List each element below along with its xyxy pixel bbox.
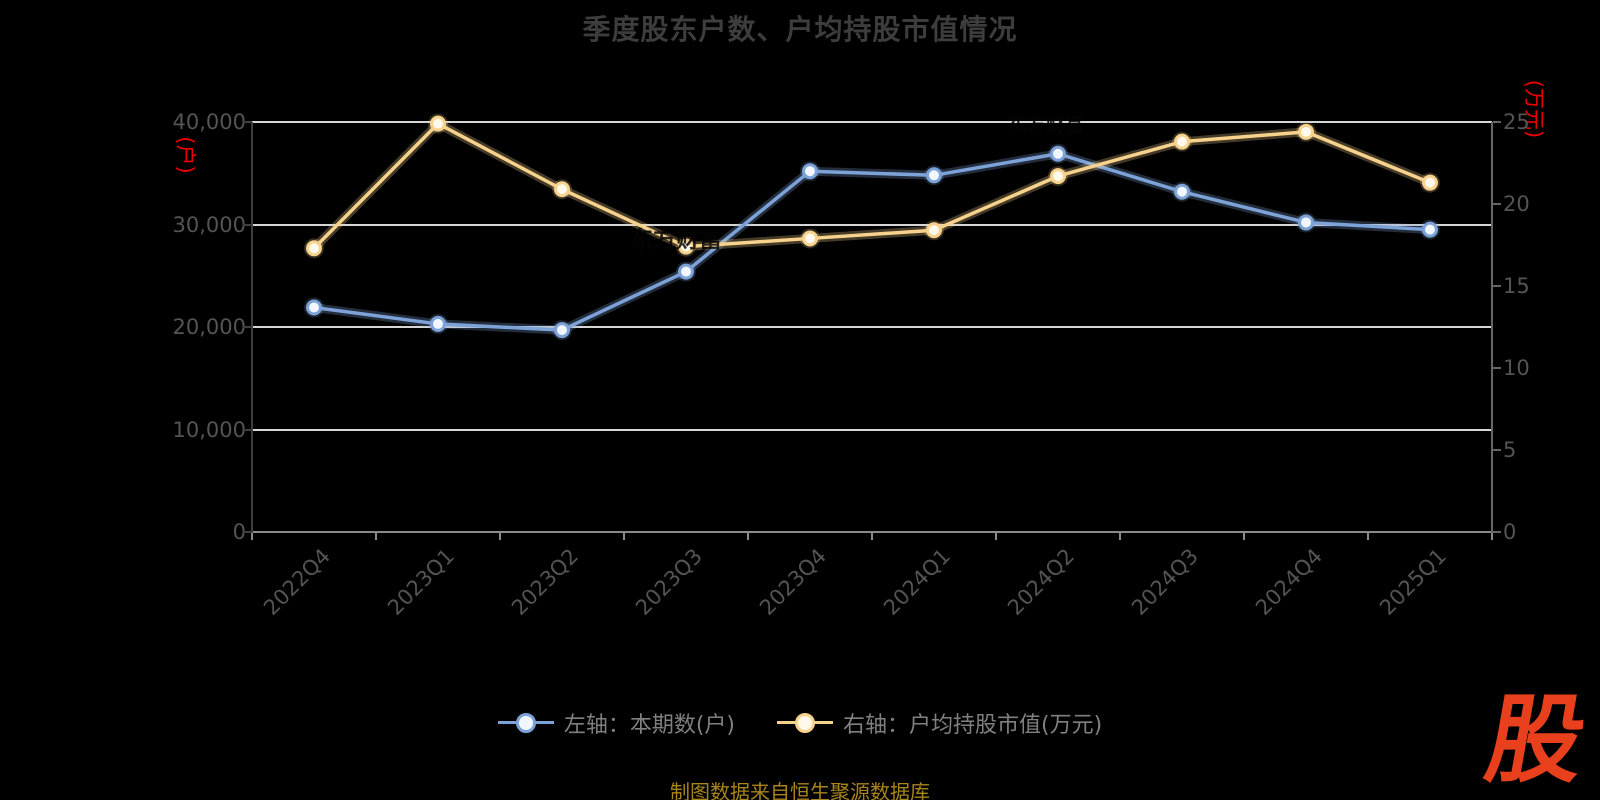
- y-axis-tick-left: [243, 121, 252, 123]
- y-axis-tick-left: [243, 326, 252, 328]
- data-point: [678, 238, 694, 255]
- data-point: [306, 299, 322, 316]
- y-axis-tick-left: [243, 428, 252, 431]
- data-point: [1050, 145, 1066, 162]
- data-point: [1298, 214, 1314, 231]
- x-axis-line: [250, 531, 1494, 533]
- data-point: [430, 315, 446, 332]
- series-line-0: [313, 149, 1431, 335]
- data-point: [1422, 174, 1438, 191]
- y-axis-tick-left: [243, 531, 252, 533]
- gridline: [252, 428, 1492, 431]
- y-axis-right-line: [1491, 122, 1493, 533]
- data-point: [802, 163, 818, 180]
- x-axis-tick: [499, 533, 501, 540]
- data-point: [926, 167, 942, 184]
- y-axis-tick-left: [243, 223, 252, 226]
- data-point: [1174, 183, 1190, 200]
- y-axis-label-right: 5: [1503, 438, 1517, 462]
- y-axis-tick-right: [1493, 203, 1501, 205]
- legend-line-marker-icon: [497, 713, 554, 733]
- watermark-text: 东方财富: [1008, 114, 1085, 136]
- y-axis-tick-right: [1493, 449, 1501, 451]
- y-axis-label-right: 10: [1503, 356, 1530, 380]
- y-axis-tick-right: [1493, 367, 1501, 369]
- y-axis-tick-right: [1493, 531, 1501, 533]
- y-axis-label-left: 30,000: [172, 212, 246, 237]
- x-axis-tick: [1367, 533, 1369, 540]
- data-point: [1422, 221, 1438, 238]
- x-axis-tick: [375, 533, 377, 540]
- data-point: [554, 181, 570, 198]
- legend-item-avg-market-value[interactable]: 右轴：户均持股市值(万元): [777, 707, 1102, 739]
- legend-label: 左轴：本期数(户): [563, 713, 735, 738]
- x-axis-tick: [871, 533, 873, 540]
- series-line-1: [310, 119, 1432, 252]
- y-axis-label-right: 25: [1503, 110, 1530, 134]
- y-axis-label-left: 10,000: [172, 417, 246, 442]
- y-axis-label-right: 15: [1503, 274, 1530, 298]
- gridline: [252, 121, 1492, 123]
- y-axis-tick-right: [1493, 285, 1501, 287]
- x-axis-tick: [623, 533, 625, 540]
- data-source-note: 制图数据来自恒生聚源数据库: [670, 780, 930, 800]
- x-axis-tick: [995, 533, 997, 540]
- legend-line-marker-icon: [777, 713, 833, 733]
- data-point: [1174, 133, 1190, 150]
- data-point: [926, 222, 942, 239]
- data-point: [678, 263, 694, 280]
- y-axis-label-left: 20,000: [172, 315, 246, 339]
- gridline: [252, 326, 1492, 328]
- brand-logo: 股: [1478, 684, 1594, 796]
- data-point: [430, 115, 446, 132]
- y-axis-label-right: 0: [1503, 520, 1517, 544]
- y-axis-label-right: 20: [1503, 192, 1530, 216]
- data-point: [1298, 123, 1314, 140]
- y-axis-left-line: [251, 122, 253, 533]
- legend: 左轴：本期数(户) 右轴：户均持股市值(万元): [0, 704, 1600, 742]
- data-point: [1050, 168, 1066, 185]
- x-axis-tick: [747, 533, 749, 540]
- y-axis-tick-right: [1493, 121, 1501, 123]
- data-point: [802, 230, 818, 247]
- watermark-text: 东方财富: [630, 227, 722, 253]
- data-point: [306, 240, 322, 257]
- series-line-0: [313, 152, 1431, 332]
- legend-item-shareholder-count[interactable]: 左轴：本期数(户): [497, 707, 735, 739]
- gridline: [252, 223, 1492, 226]
- y-axis-label-left: 0: [232, 520, 246, 544]
- legend-label: 右轴：户均持股市值(万元): [843, 713, 1103, 738]
- series-line-1: [312, 121, 1431, 250]
- chart-title: 季度股东户数、户均持股市值情况: [582, 13, 1018, 46]
- x-axis-tick: [251, 533, 253, 540]
- data-point: [554, 322, 570, 339]
- x-axis-tick: [1491, 533, 1493, 540]
- y-axis-label-left: 40,000: [172, 110, 246, 134]
- x-axis-tick: [1119, 533, 1121, 540]
- x-axis-tick: [1243, 533, 1245, 540]
